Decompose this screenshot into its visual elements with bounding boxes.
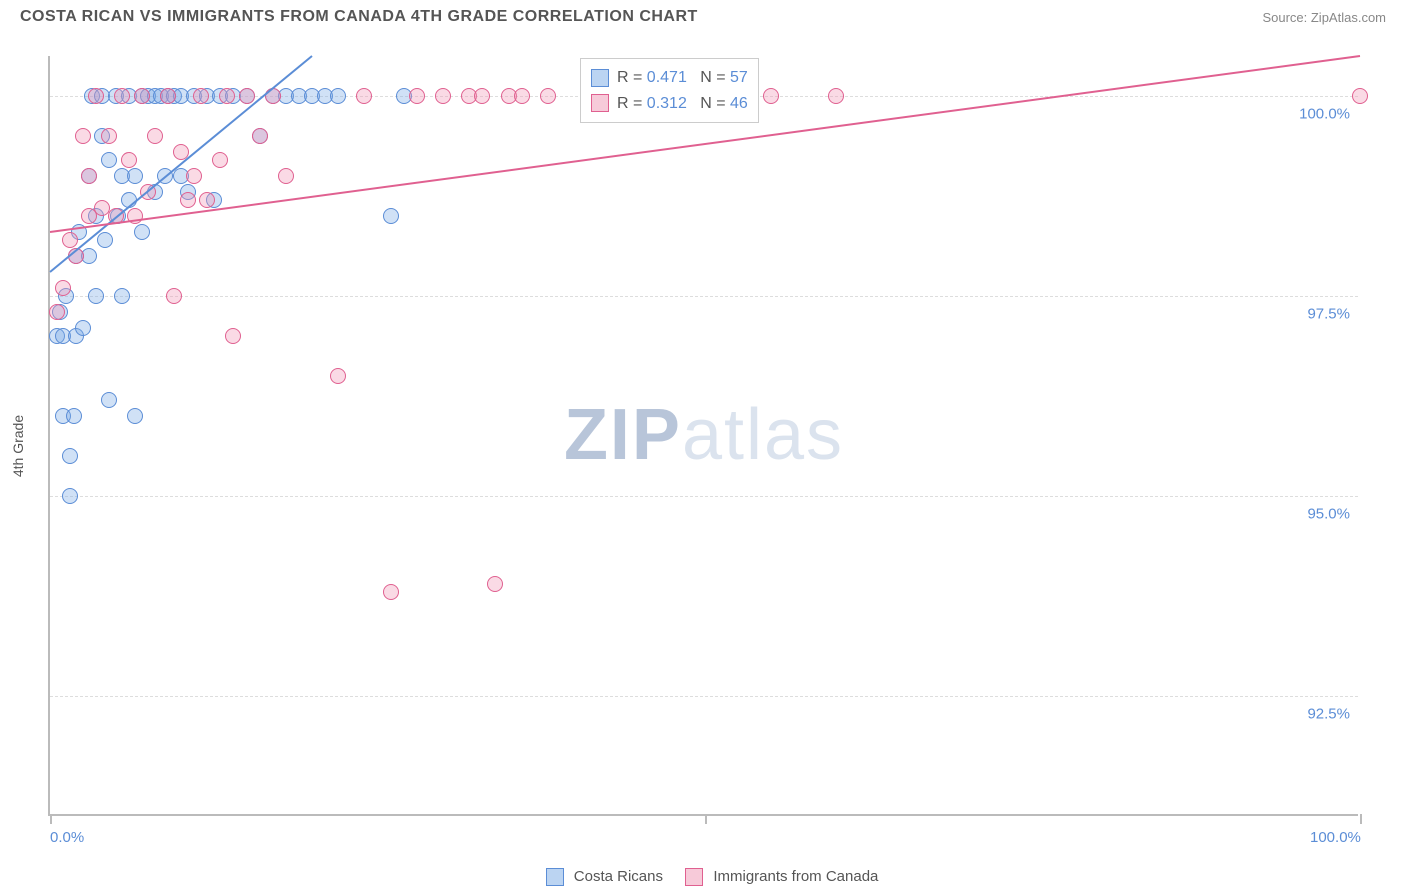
stats-n-value: 46 <box>730 95 748 112</box>
stats-r-value: 0.471 <box>647 69 687 86</box>
stats-r-label: R = <box>617 69 647 86</box>
trend-lines <box>50 56 1360 816</box>
stats-r-value: 0.312 <box>647 95 687 112</box>
stats-box: R = 0.471 N = 57 R = 0.312 N = 46 <box>580 58 759 123</box>
stats-n-label: N = <box>700 95 730 112</box>
plot-area: 92.5%95.0%97.5%100.0%0.0%100.0%ZIPatlasR… <box>48 56 1358 816</box>
legend-label-2: Immigrants from Canada <box>713 868 878 885</box>
x-tick-label: 0.0% <box>50 829 84 846</box>
trend-line <box>50 56 312 272</box>
legend-swatch-pink <box>685 868 703 886</box>
stats-swatch <box>591 94 609 112</box>
stats-swatch <box>591 69 609 87</box>
chart-title: COSTA RICAN VS IMMIGRANTS FROM CANADA 4T… <box>20 8 698 26</box>
x-tick-label: 100.0% <box>1310 829 1361 846</box>
stats-n-label: N = <box>700 69 730 86</box>
y-axis-label: 4th Grade <box>10 415 26 477</box>
stats-n-value: 57 <box>730 69 748 86</box>
legend-label-1: Costa Ricans <box>574 868 663 885</box>
stats-r-label: R = <box>617 95 647 112</box>
legend: Costa Ricans Immigrants from Canada <box>0 868 1406 886</box>
source-label: Source: ZipAtlas.com <box>1262 10 1386 25</box>
x-tick <box>1360 814 1362 824</box>
legend-swatch-blue <box>546 868 564 886</box>
